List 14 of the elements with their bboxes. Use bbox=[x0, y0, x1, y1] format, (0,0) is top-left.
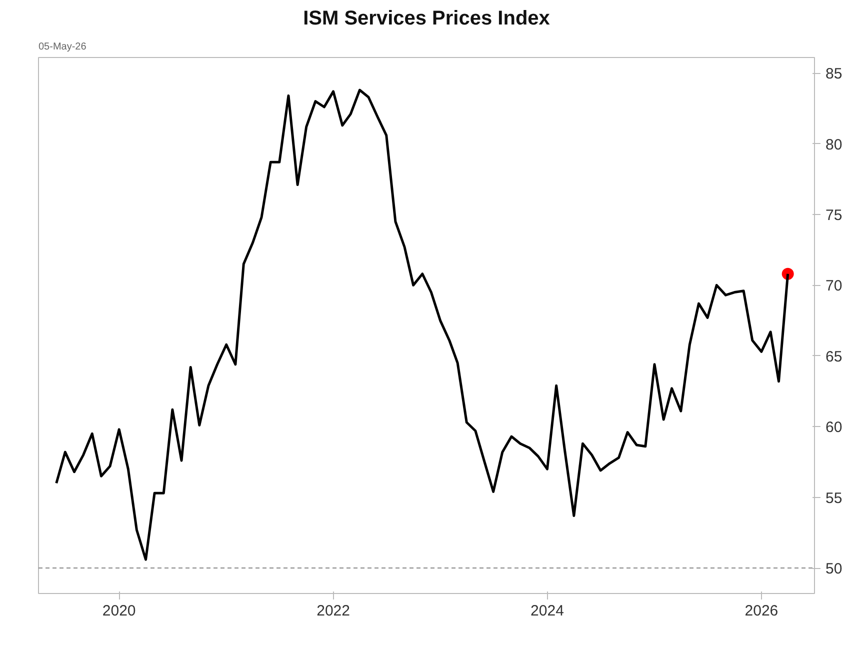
text: 05-May-26 bbox=[38, 42, 87, 52]
x-tick-label: 2022 bbox=[316, 602, 350, 620]
y-tick-label: 70 bbox=[826, 278, 842, 295]
chart-title: ISM Services Prices Index bbox=[303, 8, 550, 30]
x-tick-label: 2020 bbox=[102, 602, 136, 620]
y-tick-label: 55 bbox=[826, 490, 842, 507]
y-tick-label: 60 bbox=[826, 419, 842, 436]
y-tick-label: 50 bbox=[826, 560, 842, 578]
y-tick-label: 75 bbox=[826, 206, 842, 224]
y-tick-label: 65 bbox=[826, 348, 842, 366]
x-tick-label: 2026 bbox=[744, 602, 778, 620]
x-tick-label: 2024 bbox=[530, 602, 564, 620]
y-tick-label: 80 bbox=[826, 136, 842, 154]
y-tick-label: 85 bbox=[826, 66, 842, 83]
